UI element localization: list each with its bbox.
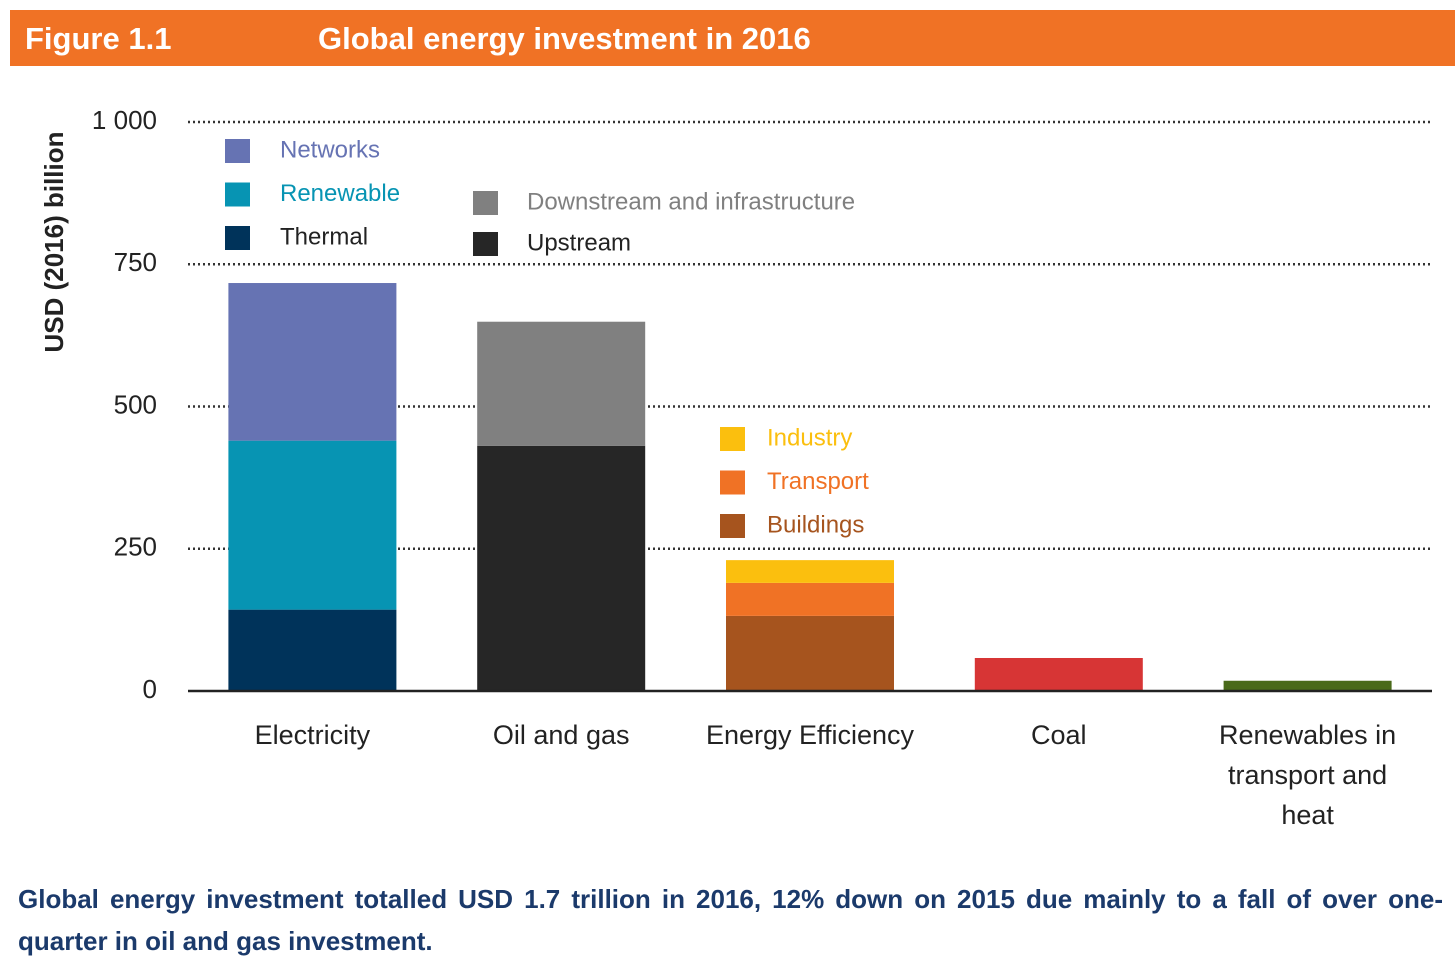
- bar-segment: [477, 321, 646, 446]
- y-axis-label: USD (2016) billion: [39, 131, 69, 352]
- legend-swatch: [720, 470, 745, 495]
- bar-segment: [726, 560, 894, 583]
- y-tick-label: 250: [114, 532, 157, 562]
- legend-label: Networks: [280, 136, 380, 163]
- x-tick-label: Renewables in transport and heat: [1219, 720, 1397, 830]
- bar-segment: [726, 615, 894, 691]
- x-tick-label: Coal: [1031, 720, 1087, 750]
- bar-segment: [477, 445, 646, 691]
- legend-swatch: [225, 226, 250, 250]
- legend-label: Thermal: [280, 223, 368, 250]
- legend-swatch: [225, 182, 250, 207]
- bar-segment: [974, 657, 1143, 691]
- x-tick-label: Energy Efficiency: [705, 720, 915, 750]
- legend-label: Industry: [767, 424, 852, 451]
- header-bar: Figure 1.1 Global energy investment in 2…: [10, 10, 1455, 66]
- bar-segment: [228, 283, 397, 441]
- legend-label: Renewable: [280, 180, 400, 207]
- legend-swatch: [473, 191, 498, 215]
- bar-segment: [228, 609, 397, 691]
- bar-segment: [1223, 680, 1392, 691]
- y-tick-label: 500: [114, 389, 157, 419]
- figure-label: Figure 1.1: [25, 21, 172, 56]
- y-tick-label: 750: [114, 247, 157, 277]
- y-tick-label: 0: [143, 674, 157, 704]
- legend-swatch: [720, 514, 745, 538]
- caption: Global energy investment totalled USD 1.…: [18, 884, 1443, 956]
- legend-swatch: [720, 427, 745, 451]
- y-tick-label: 1 000: [92, 105, 157, 135]
- legend-swatch: [473, 232, 498, 256]
- legend-label: Transport: [767, 468, 869, 495]
- x-tick-label: Oil and gas: [492, 720, 630, 750]
- legend-label: Buildings: [767, 511, 864, 538]
- legend-label: Upstream: [527, 229, 631, 256]
- x-tick-label: Electricity: [254, 720, 371, 750]
- bar-segment: [228, 440, 397, 610]
- chart: USD (2016) billion 0 250 500 750 1 000 Networ…: [39, 105, 1432, 704]
- bar-segment: [726, 582, 894, 616]
- legend-swatch: [225, 139, 250, 163]
- chart-title: Global energy investment in 2016: [318, 21, 811, 56]
- legend-label: Downstream and infrastructure: [527, 188, 855, 215]
